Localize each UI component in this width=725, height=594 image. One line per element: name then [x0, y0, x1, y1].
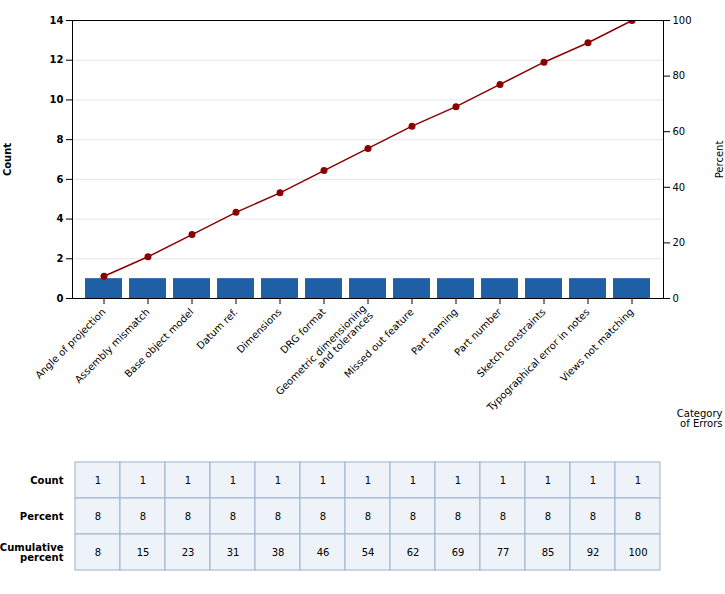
svg-text:15: 15 — [137, 547, 150, 558]
svg-text:40: 40 — [673, 182, 686, 193]
svg-text:8: 8 — [500, 511, 506, 522]
svg-text:2: 2 — [57, 253, 64, 264]
svg-text:8: 8 — [57, 134, 64, 145]
svg-text:62: 62 — [407, 547, 420, 558]
svg-text:31: 31 — [227, 547, 240, 558]
svg-text:60: 60 — [673, 126, 686, 137]
svg-text:Missed out feature: Missed out feature — [342, 306, 416, 380]
svg-text:1: 1 — [590, 475, 596, 486]
svg-text:46: 46 — [317, 547, 330, 558]
svg-text:12: 12 — [50, 54, 64, 65]
svg-text:4: 4 — [57, 213, 64, 224]
svg-text:23: 23 — [182, 547, 195, 558]
svg-text:1: 1 — [455, 475, 461, 486]
svg-text:Angle of projection: Angle of projection — [33, 306, 108, 381]
svg-text:80: 80 — [673, 70, 686, 81]
svg-text:1: 1 — [410, 475, 416, 486]
svg-text:Assembly mismatch: Assembly mismatch — [73, 306, 152, 385]
svg-text:69: 69 — [452, 547, 465, 558]
svg-text:1: 1 — [365, 475, 371, 486]
svg-text:8: 8 — [230, 511, 236, 522]
svg-text:Cumulativepercent: Cumulativepercent — [0, 542, 64, 563]
svg-text:1: 1 — [545, 475, 551, 486]
svg-text:8: 8 — [185, 511, 191, 522]
svg-text:Base object model: Base object model — [122, 306, 195, 379]
svg-text:Dimensions: Dimensions — [235, 306, 284, 355]
svg-text:Count: Count — [2, 143, 13, 176]
svg-text:8: 8 — [275, 511, 281, 522]
svg-text:8: 8 — [455, 511, 461, 522]
svg-text:0: 0 — [673, 293, 679, 304]
svg-text:1: 1 — [275, 475, 281, 486]
svg-text:Count: Count — [30, 475, 63, 486]
svg-text:Categoryof Errors: Categoryof Errors — [677, 408, 723, 429]
svg-text:6: 6 — [57, 174, 64, 185]
svg-text:38: 38 — [272, 547, 285, 558]
svg-text:10: 10 — [50, 94, 64, 105]
svg-text:1: 1 — [500, 475, 506, 486]
svg-text:Datum ref.: Datum ref. — [194, 306, 239, 351]
svg-text:1: 1 — [230, 475, 236, 486]
svg-text:77: 77 — [497, 547, 510, 558]
svg-text:Percent: Percent — [20, 511, 64, 522]
svg-text:Percent: Percent — [714, 141, 725, 179]
svg-text:1: 1 — [140, 475, 146, 486]
svg-text:8: 8 — [95, 547, 101, 558]
svg-text:20: 20 — [673, 237, 686, 248]
svg-text:1: 1 — [185, 475, 191, 486]
svg-text:Views not matching: Views not matching — [558, 306, 636, 384]
svg-text:1: 1 — [95, 475, 101, 486]
svg-text:14: 14 — [50, 15, 64, 26]
svg-text:8: 8 — [635, 511, 641, 522]
svg-text:0: 0 — [57, 293, 64, 304]
svg-text:92: 92 — [587, 547, 600, 558]
svg-text:1: 1 — [320, 475, 326, 486]
svg-text:8: 8 — [95, 511, 101, 522]
svg-text:100: 100 — [628, 547, 647, 558]
svg-text:1: 1 — [635, 475, 641, 486]
svg-text:8: 8 — [545, 511, 551, 522]
svg-text:8: 8 — [365, 511, 371, 522]
svg-text:8: 8 — [590, 511, 596, 522]
svg-text:8: 8 — [410, 511, 416, 522]
svg-text:100: 100 — [673, 15, 692, 26]
svg-text:8: 8 — [140, 511, 146, 522]
svg-text:8: 8 — [320, 511, 326, 522]
svg-text:85: 85 — [542, 547, 555, 558]
svg-text:54: 54 — [362, 547, 375, 558]
